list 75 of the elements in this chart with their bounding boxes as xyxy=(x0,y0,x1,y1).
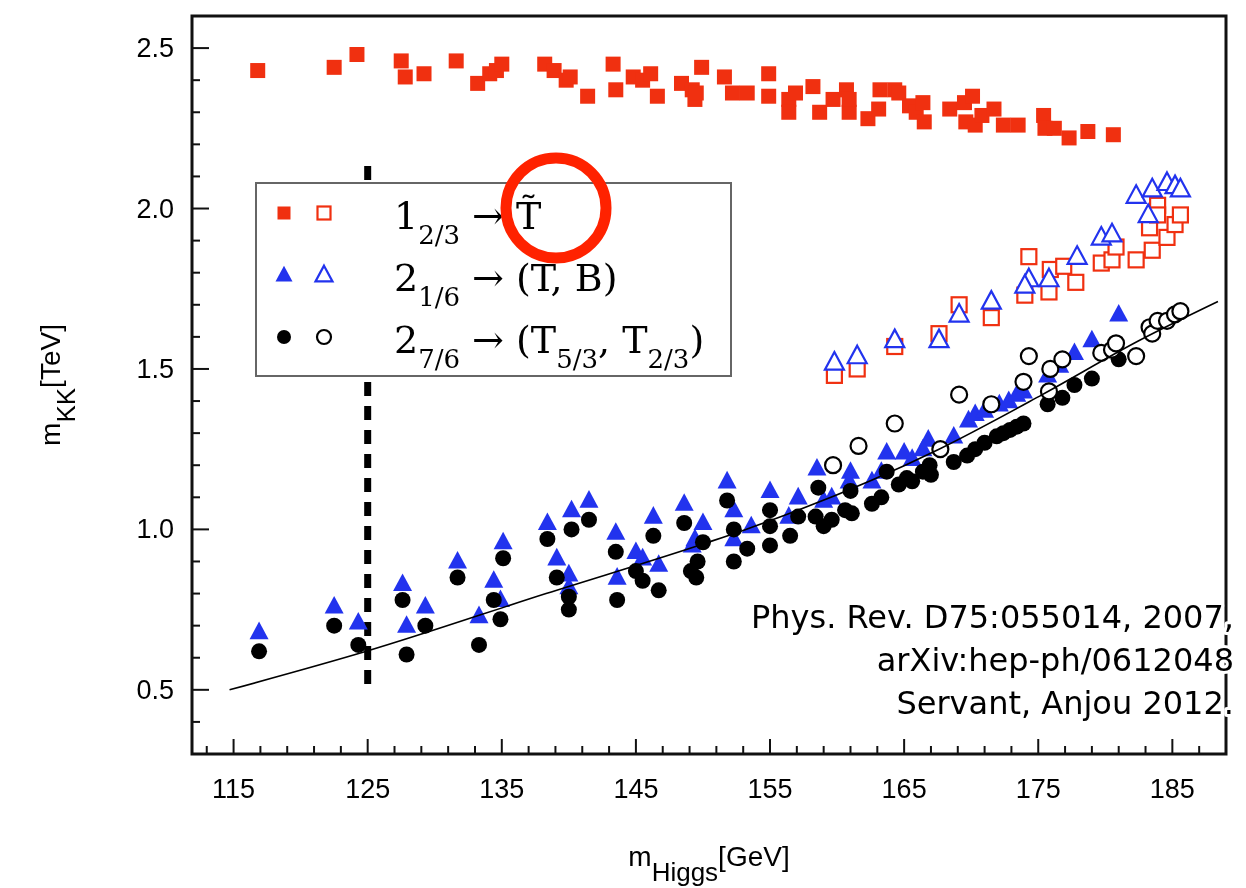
point xyxy=(1109,303,1129,322)
point xyxy=(823,456,843,475)
point xyxy=(913,438,933,457)
point xyxy=(1171,302,1190,321)
point xyxy=(324,595,344,614)
point xyxy=(1106,334,1126,353)
point xyxy=(807,457,827,476)
y-tick-label: 1.0 xyxy=(136,514,174,545)
x-tick-label: 145 xyxy=(613,774,659,804)
point xyxy=(1014,273,1036,294)
point xyxy=(1127,251,1145,269)
point xyxy=(674,493,694,511)
point xyxy=(1127,347,1146,366)
point xyxy=(982,309,1000,327)
point xyxy=(823,350,845,371)
point xyxy=(1020,248,1038,266)
point xyxy=(1169,177,1191,198)
legend-label: 2$_{7/6}$ → (T$_{5/3}$, T$_{2/3}$) xyxy=(394,318,705,374)
point xyxy=(415,595,435,614)
point xyxy=(448,551,468,569)
point xyxy=(980,290,1002,310)
point xyxy=(1041,359,1060,379)
point xyxy=(788,486,808,505)
point xyxy=(982,395,1001,414)
point xyxy=(1101,222,1123,243)
x-tick-label: 185 xyxy=(1149,774,1195,804)
x-tick-label: 115 xyxy=(212,774,256,804)
point xyxy=(877,441,897,460)
point xyxy=(948,302,970,323)
point xyxy=(846,344,868,365)
x-tick-label: 165 xyxy=(881,774,927,804)
y-tick-label: 2.0 xyxy=(136,193,174,224)
point xyxy=(950,385,969,404)
point xyxy=(1066,245,1088,265)
point xyxy=(1019,347,1038,366)
point xyxy=(606,522,626,540)
y-tick-label: 0.5 xyxy=(136,674,174,705)
point xyxy=(249,621,269,640)
point xyxy=(928,328,950,349)
point xyxy=(693,512,713,531)
point xyxy=(1014,372,1033,391)
point xyxy=(607,567,627,585)
point xyxy=(760,480,780,499)
point xyxy=(1141,177,1163,198)
point xyxy=(1171,206,1189,224)
point xyxy=(643,506,663,524)
point xyxy=(547,547,567,566)
x-tick-label: 135 xyxy=(479,774,525,804)
y-tick-label: 1.5 xyxy=(136,353,174,384)
point xyxy=(1082,329,1102,348)
point xyxy=(649,554,669,572)
point xyxy=(1053,350,1072,369)
x-tick-label: 125 xyxy=(345,774,391,804)
point xyxy=(579,490,599,508)
point xyxy=(1125,184,1147,204)
point xyxy=(484,570,504,588)
point xyxy=(1143,241,1161,259)
x-tick-label: 155 xyxy=(747,774,793,804)
point xyxy=(885,414,904,433)
y-tick-label: 2.5 xyxy=(136,33,174,64)
point xyxy=(562,499,582,518)
point xyxy=(1137,203,1159,224)
point xyxy=(397,615,417,633)
point xyxy=(884,328,906,349)
point xyxy=(849,436,868,456)
point xyxy=(493,531,513,550)
legend-label: 1$_{2/3}$ → T̃ xyxy=(394,194,542,250)
point xyxy=(537,512,557,531)
legend-label: 2$_{1/6}$ → (T, B) xyxy=(394,256,618,312)
point xyxy=(1067,273,1085,291)
point xyxy=(393,573,413,592)
point xyxy=(1038,267,1060,288)
point xyxy=(717,470,737,489)
point xyxy=(348,611,368,630)
x-tick-label: 175 xyxy=(1015,774,1061,804)
